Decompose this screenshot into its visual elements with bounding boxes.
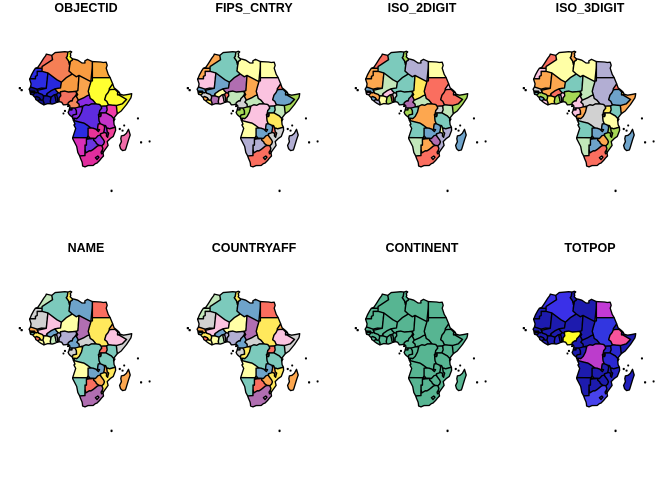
svg-text:CONTINENT: CONTINENT — [386, 241, 459, 255]
svg-text:COUNTRYAFF: COUNTRYAFF — [212, 241, 297, 255]
svg-text:OBJECTID: OBJECTID — [54, 1, 117, 15]
svg-text:ISO_2DIGIT: ISO_2DIGIT — [388, 1, 457, 15]
svg-text:TOTPOP: TOTPOP — [564, 241, 615, 255]
svg-text:ISO_3DIGIT: ISO_3DIGIT — [556, 1, 625, 15]
svg-text:FIPS_CNTRY: FIPS_CNTRY — [215, 1, 293, 15]
svg-text:NAME: NAME — [68, 241, 105, 255]
